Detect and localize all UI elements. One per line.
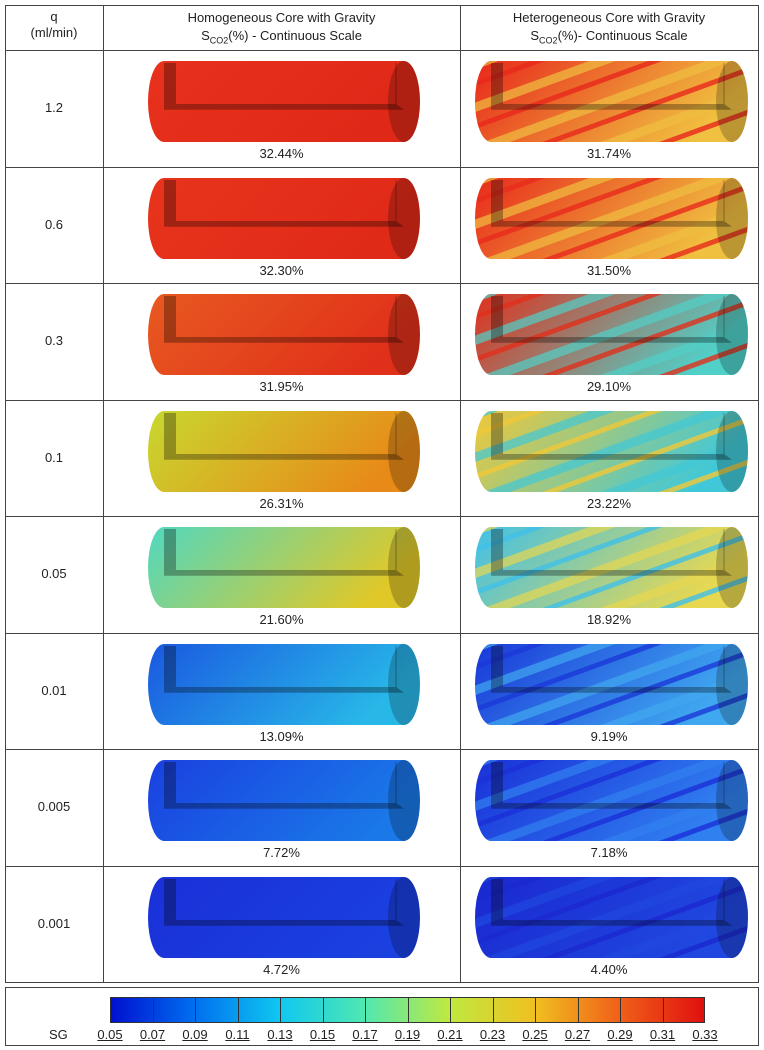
core-image	[148, 760, 420, 841]
colorbar-tick	[195, 997, 196, 1023]
core-image	[475, 177, 748, 259]
q-value: 0.01	[41, 682, 67, 698]
column-subtitle: SCO2(%) - Continuous Scale	[103, 27, 460, 50]
subscript: CO2	[209, 35, 229, 46]
saturation-label: 18.92%	[586, 612, 632, 627]
core-image	[148, 61, 420, 142]
suffix: (%)- Continuous Scale	[557, 28, 688, 43]
column-subtitle: SCO2(%)- Continuous Scale	[460, 27, 758, 50]
colorbar-tick-label: 0.19	[394, 1027, 421, 1042]
q-value: 0.001	[37, 915, 71, 931]
symbol: S	[530, 28, 540, 43]
colorbar-box	[5, 987, 759, 1046]
saturation-label: 7.72%	[263, 845, 300, 860]
colorbar-tick	[152, 997, 154, 1023]
q-value: 0.1	[44, 449, 64, 465]
saturation-label: 21.60%	[259, 612, 304, 627]
saturation-label: 4.72%	[263, 961, 300, 977]
q-value: 0.005	[37, 799, 71, 815]
core-image	[475, 410, 748, 492]
colorbar-tick	[322, 997, 324, 1023]
colorbar-tick-label: 0.29	[607, 1027, 633, 1042]
saturation-label: 31.74%	[586, 146, 632, 161]
column-title: Homogeneous Core with Gravity	[187, 10, 376, 25]
colorbar-tick-label: 0.11	[225, 1027, 250, 1042]
colorbar-tick-label: 0.25	[522, 1027, 548, 1042]
saturation-label: 31.50%	[586, 262, 632, 278]
q-value: 0.6	[44, 216, 64, 232]
header-q: q (ml/min)	[5, 9, 103, 41]
colorbar-tick	[620, 997, 621, 1023]
colorbar-tick	[407, 997, 409, 1023]
colorbar-tick	[237, 997, 239, 1023]
colorbar-tick	[450, 997, 451, 1023]
table-cell	[460, 865, 759, 983]
column-title: Heterogeneous Core with Gravity	[512, 10, 706, 25]
colorbar-tick-label: 0.23	[479, 1027, 506, 1042]
colorbar-tick-label: 0.09	[182, 1027, 208, 1042]
core-image	[148, 177, 420, 259]
colorbar-tick-label: 0.27	[564, 1027, 591, 1042]
q-label: q	[50, 9, 58, 24]
colorbar-tick-label: 0.17	[352, 1027, 378, 1042]
colorbar-tick-label: 0.33	[692, 1027, 718, 1042]
core-image	[475, 527, 748, 608]
core-image	[148, 294, 420, 375]
core-image	[475, 61, 748, 142]
saturation-label: 4.40%	[590, 961, 628, 977]
saturation-label: 32.44%	[259, 146, 304, 161]
colorbar-tick	[535, 997, 536, 1023]
q-value: 0.3	[44, 333, 64, 349]
core-image	[475, 760, 748, 841]
colorbar-label: SG	[49, 1027, 68, 1042]
saturation-label: 26.31%	[259, 495, 304, 511]
colorbar-tick-label: 0.05	[97, 1027, 123, 1042]
colorbar-tick	[280, 997, 281, 1023]
colorbar-tick	[662, 997, 664, 1023]
q-value: 1.2	[44, 100, 64, 116]
core-image	[475, 876, 748, 958]
subscript: CO2	[539, 35, 558, 46]
core-image	[148, 876, 420, 958]
saturation-label: 32.30%	[259, 262, 304, 278]
header-text: Heterogeneous Core with Gravity SCO2(%)- …	[460, 9, 758, 50]
colorbar-tick-label: 0.21	[437, 1027, 463, 1042]
colorbar-tick-label: 0.13	[267, 1027, 293, 1042]
saturation-label: 13.09%	[259, 728, 304, 744]
saturation-label: 29.10%	[586, 379, 632, 394]
suffix: (%) - Continuous Scale	[228, 28, 362, 43]
q-unit: (ml/min)	[30, 25, 78, 40]
core-image	[475, 294, 748, 375]
saturation-label: 31.95%	[259, 379, 304, 394]
colorbar-tick-label: 0.31	[649, 1027, 676, 1042]
colorbar-tick-label: 0.15	[309, 1027, 336, 1042]
colorbar-tick	[365, 997, 366, 1023]
colorbar-tick-label: 0.07	[139, 1027, 166, 1042]
saturation-label: 7.18%	[590, 845, 628, 860]
q-value: 0.05	[41, 566, 67, 582]
core-image	[148, 410, 420, 492]
core-image	[148, 527, 420, 608]
colorbar-tick	[492, 997, 494, 1023]
core-image	[475, 643, 748, 725]
saturation-label: 23.22%	[586, 495, 632, 511]
saturation-label: 9.19%	[590, 728, 628, 744]
header-text: Homogeneous Core with Gravity SCO2(%) - C…	[103, 9, 460, 50]
colorbar-tick	[577, 997, 579, 1023]
core-image	[148, 643, 420, 725]
symbol: S	[201, 28, 210, 43]
